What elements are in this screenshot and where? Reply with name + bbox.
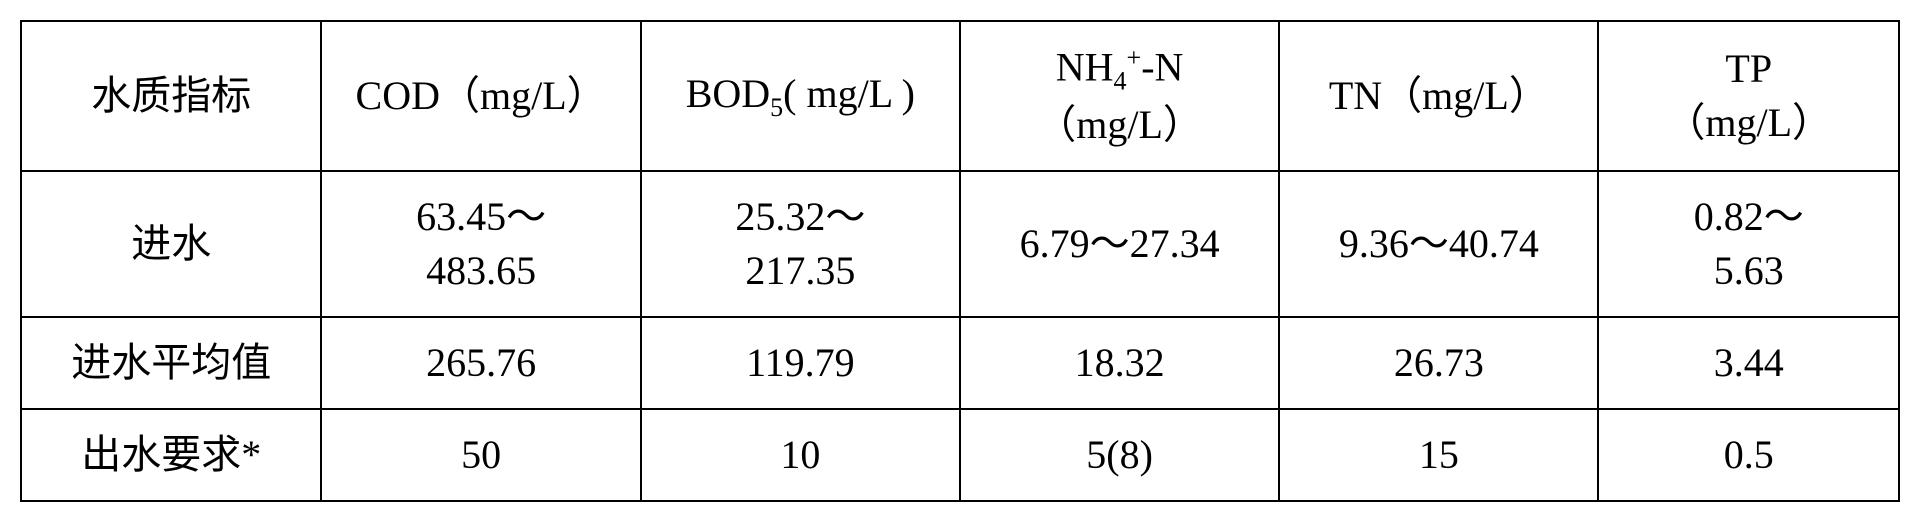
header-nh4-sup: + <box>1127 43 1142 72</box>
row1-bod5-value: 119.79 <box>746 340 855 385</box>
row1-tp: 3.44 <box>1598 317 1899 409</box>
header-tp: TP （mg/L） <box>1598 21 1899 171</box>
table-row: 进水平均值 265.76 119.79 18.32 26.73 3.44 <box>21 317 1899 409</box>
row2-tn-value: 15 <box>1419 432 1459 477</box>
header-tp-unit: （mg/L） <box>1665 100 1832 145</box>
header-cod: COD（mg/L） <box>321 21 640 171</box>
table-header-row: 水质指标 COD（mg/L） BOD5( mg/L ) NH4+-N （mg/L… <box>21 21 1899 171</box>
row2-tp-value: 0.5 <box>1724 432 1774 477</box>
row1-tn: 26.73 <box>1279 317 1598 409</box>
header-tn: TN（mg/L） <box>1279 21 1598 171</box>
row0-tp-line2: 5.63 <box>1714 248 1784 293</box>
row1-cod: 265.76 <box>321 317 640 409</box>
header-indicator-label: 水质指标 <box>91 73 251 118</box>
row0-label-cell: 进水 <box>21 171 321 317</box>
row0-bod5: 25.32～ 217.35 <box>641 171 960 317</box>
row2-nh4: 5(8) <box>960 409 1279 501</box>
header-cod-unit: （mg/L） <box>440 73 607 118</box>
header-indicator: 水质指标 <box>21 21 321 171</box>
row1-label: 进水平均值 <box>71 340 271 385</box>
row0-nh4: 6.79～27.34 <box>960 171 1279 317</box>
row1-nh4-value: 18.32 <box>1075 340 1165 385</box>
row0-bod5-line2: 217.35 <box>745 248 855 293</box>
header-bod5-sub: 5 <box>770 93 783 122</box>
row2-nh4-value: 5(8) <box>1086 432 1153 477</box>
row1-tp-value: 3.44 <box>1714 340 1784 385</box>
header-tp-prefix: TP <box>1725 46 1772 91</box>
row0-tn-value: 9.36～40.74 <box>1339 221 1539 266</box>
row2-label-cell: 出水要求* <box>21 409 321 501</box>
water-quality-table: 水质指标 COD（mg/L） BOD5( mg/L ) NH4+-N （mg/L… <box>20 20 1900 502</box>
row1-bod5: 119.79 <box>641 317 960 409</box>
row0-tn: 9.36～40.74 <box>1279 171 1598 317</box>
row2-tn: 15 <box>1279 409 1598 501</box>
row0-label: 进水 <box>131 221 211 266</box>
row2-bod5: 10 <box>641 409 960 501</box>
row1-nh4: 18.32 <box>960 317 1279 409</box>
row2-bod5-value: 10 <box>780 432 820 477</box>
header-bod5-unit: ( mg/L ) <box>783 71 915 116</box>
header-nh4-unit: （mg/L） <box>1036 102 1203 147</box>
header-nh4-prefix: NH <box>1056 44 1114 89</box>
header-tn-unit: （mg/L） <box>1382 73 1549 118</box>
header-tn-prefix: TN <box>1329 73 1382 118</box>
row0-tp-line1: 0.82～ <box>1694 194 1804 239</box>
table-row: 出水要求* 50 10 5(8) 15 0.5 <box>21 409 1899 501</box>
row0-tp: 0.82～ 5.63 <box>1598 171 1899 317</box>
row0-cod-line2: 483.65 <box>426 248 536 293</box>
row0-cod-line1: 63.45～ <box>416 194 546 239</box>
row1-tn-value: 26.73 <box>1394 340 1484 385</box>
header-nh4n: NH4+-N （mg/L） <box>960 21 1279 171</box>
header-bod5-prefix: BOD <box>686 71 770 116</box>
row0-nh4-value: 6.79～27.34 <box>1020 221 1220 266</box>
header-nh4-suffix: -N <box>1141 44 1183 89</box>
table-row: 进水 63.45～ 483.65 25.32～ 217.35 6.79～27.3… <box>21 171 1899 317</box>
row2-label: 出水要求* <box>81 432 261 477</box>
row2-cod: 50 <box>321 409 640 501</box>
header-bod5: BOD5( mg/L ) <box>641 21 960 171</box>
row2-tp: 0.5 <box>1598 409 1899 501</box>
row0-cod: 63.45～ 483.65 <box>321 171 640 317</box>
row2-cod-value: 50 <box>461 432 501 477</box>
row0-bod5-line1: 25.32～ <box>735 194 865 239</box>
row1-label-cell: 进水平均值 <box>21 317 321 409</box>
row1-cod-value: 265.76 <box>426 340 536 385</box>
header-cod-prefix: COD <box>356 73 440 118</box>
header-nh4-sub: 4 <box>1114 66 1127 95</box>
